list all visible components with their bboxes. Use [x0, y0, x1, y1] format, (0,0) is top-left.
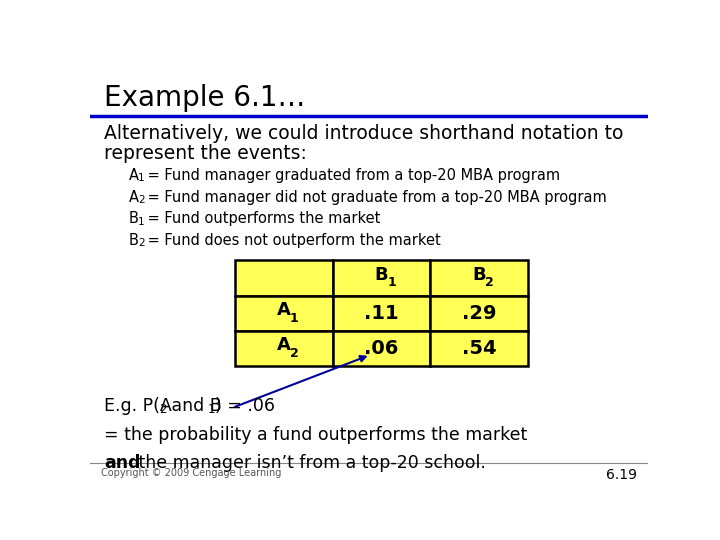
- Text: B: B: [129, 233, 139, 248]
- Bar: [333, 260, 431, 295]
- Bar: [431, 331, 528, 366]
- Text: and B: and B: [166, 397, 222, 415]
- Text: = Fund manager did not graduate from a top-20 MBA program: = Fund manager did not graduate from a t…: [143, 190, 607, 205]
- Text: B: B: [472, 266, 486, 284]
- Text: .54: .54: [462, 339, 497, 358]
- Text: .06: .06: [364, 339, 399, 358]
- Text: Copyright © 2009 Cengage Learning: Copyright © 2009 Cengage Learning: [101, 468, 282, 478]
- Text: represent the events:: represent the events:: [104, 144, 307, 163]
- Text: A: A: [129, 190, 139, 205]
- Text: = Fund manager graduated from a top-20 MBA program: = Fund manager graduated from a top-20 M…: [143, 168, 560, 183]
- Text: 6.19: 6.19: [606, 468, 637, 482]
- Text: 1: 1: [387, 276, 396, 289]
- Text: 2: 2: [138, 238, 145, 248]
- Text: A: A: [277, 336, 291, 354]
- Text: = the probability a fund outperforms the market: = the probability a fund outperforms the…: [104, 426, 527, 444]
- Text: 2: 2: [138, 195, 145, 205]
- Text: B: B: [129, 211, 139, 226]
- Text: Example 6.1…: Example 6.1…: [104, 84, 305, 112]
- Text: E.g. P(A: E.g. P(A: [104, 397, 171, 415]
- Text: 1: 1: [138, 217, 145, 227]
- Text: 1: 1: [138, 173, 145, 183]
- Text: the manager isn’t from a top-20 school.: the manager isn’t from a top-20 school.: [133, 454, 486, 472]
- Text: 2: 2: [485, 276, 494, 289]
- Text: and: and: [104, 454, 140, 472]
- Bar: [235, 260, 333, 295]
- Text: 1: 1: [208, 403, 215, 416]
- Text: B: B: [374, 266, 388, 284]
- Text: ) = .06: ) = .06: [215, 397, 275, 415]
- Text: .29: .29: [462, 303, 497, 323]
- Text: 2: 2: [158, 403, 166, 416]
- Bar: [235, 331, 333, 366]
- Text: = Fund outperforms the market: = Fund outperforms the market: [143, 211, 380, 226]
- Text: A: A: [129, 168, 139, 183]
- Bar: [431, 260, 528, 295]
- Text: 2: 2: [289, 347, 298, 360]
- Bar: [333, 295, 431, 331]
- Bar: [235, 295, 333, 331]
- Text: 1: 1: [289, 312, 298, 325]
- Bar: [333, 331, 431, 366]
- Text: .11: .11: [364, 303, 399, 323]
- Text: Alternatively, we could introduce shorthand notation to: Alternatively, we could introduce shorth…: [104, 124, 624, 143]
- Bar: [431, 295, 528, 331]
- Text: = Fund does not outperform the market: = Fund does not outperform the market: [143, 233, 441, 248]
- Text: A: A: [277, 301, 291, 319]
